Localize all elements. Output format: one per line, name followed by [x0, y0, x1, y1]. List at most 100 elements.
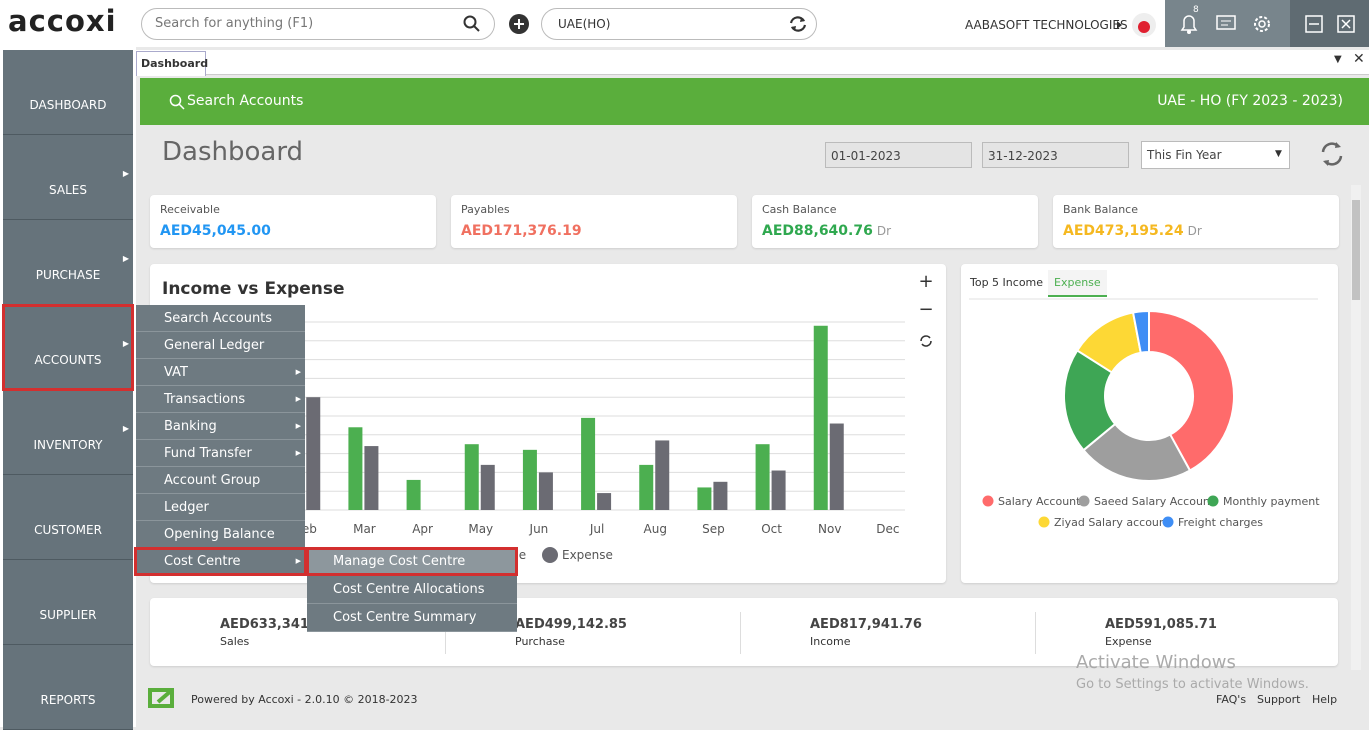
search-icon[interactable] — [463, 15, 481, 33]
banner — [140, 78, 1369, 125]
menu-item[interactable]: Banking ▶ — [136, 413, 305, 440]
highlight — [2, 304, 134, 391]
to-date[interactable]: 31-12-2023 — [982, 142, 1129, 168]
tab-close[interactable]: ✕ — [1353, 51, 1365, 67]
card-label: Cash Balance — [762, 203, 837, 216]
arrow: ▶ — [295, 368, 301, 376]
arrow: ▶ — [122, 339, 129, 348]
add-button[interactable] — [508, 13, 530, 35]
menu-item[interactable]: Fund Transfer ▶ — [136, 440, 305, 467]
summary-label: Sales — [220, 635, 250, 648]
sidebar-item[interactable]: SALES ▶ — [3, 135, 133, 220]
x-tick-label: Dec — [876, 522, 899, 536]
legend-marker — [1162, 516, 1174, 528]
menu-item[interactable]: Transactions ▶ — [136, 386, 305, 413]
submenu-item[interactable]: Cost Centre Summary — [307, 604, 517, 632]
x-tick-label: Nov — [818, 522, 841, 536]
chart-title: Income vs Expense — [162, 279, 345, 299]
menu-item[interactable]: General Ledger — [136, 332, 305, 359]
summary-label: Purchase — [515, 635, 565, 648]
bar — [829, 423, 844, 510]
summary-amount: AED591,085.71 — [1105, 617, 1217, 632]
watermark-sub: Go to Settings to activate Windows. — [1076, 677, 1309, 692]
card — [752, 195, 1038, 248]
sidebar-item[interactable]: REPORTS — [3, 645, 133, 730]
bar — [480, 464, 495, 510]
minimize[interactable] — [1305, 15, 1323, 33]
arrow: ▶ — [122, 254, 129, 263]
window-bar — [1290, 0, 1369, 47]
sidebar-item[interactable]: CUSTOMER — [3, 475, 133, 560]
x-tick-label: Sep — [702, 522, 725, 536]
menu-item[interactable]: Search Accounts — [136, 305, 305, 332]
footer-link[interactable]: Help — [1312, 693, 1338, 706]
watermark-title: Activate Windows — [1076, 652, 1236, 673]
sidebar-item[interactable]: ACCOUNTS ▶ — [3, 305, 133, 390]
search-box[interactable] — [141, 8, 495, 40]
menu-item[interactable]: Account Group — [136, 467, 305, 494]
arrow: ▶ — [295, 422, 301, 430]
close[interactable] — [1337, 15, 1355, 33]
period-select[interactable]: This Fin Year — [1141, 141, 1290, 169]
card-label: Payables — [461, 203, 510, 216]
sidebar-item[interactable]: SUPPLIER — [3, 560, 133, 645]
footer-link[interactable]: Support — [1257, 693, 1301, 706]
submenu-item[interactable]: Cost Centre Allocations — [307, 576, 517, 604]
menu-item[interactable]: Ledger — [136, 494, 305, 521]
x-tick-label: Jul — [589, 522, 604, 536]
arrow: ▶ — [122, 169, 129, 178]
banner-search-icon[interactable] — [169, 94, 185, 110]
sidebar-item[interactable]: INVENTORY ▶ — [3, 390, 133, 475]
zoom-out[interactable]: − — [918, 299, 934, 320]
sidebar-item[interactable]: DASHBOARD — [3, 50, 133, 135]
card — [150, 195, 436, 248]
scrollbar[interactable] — [1351, 185, 1361, 670]
bar — [581, 417, 596, 510]
chart-tab[interactable]: Expense — [1048, 270, 1107, 297]
bar — [348, 427, 363, 510]
notification-count: 8 — [1193, 5, 1199, 15]
arrow: ▶ — [122, 424, 129, 433]
bar — [538, 472, 553, 510]
legend-label: Freight charges — [1178, 516, 1263, 529]
branch-box[interactable] — [541, 8, 817, 40]
company[interactable]: AABASOFT TECHNOLOGIES — [965, 18, 1128, 32]
tab[interactable]: Dashboard — [136, 51, 208, 76]
bar — [697, 487, 712, 510]
refresh[interactable] — [1318, 139, 1346, 169]
scroll-thumb[interactable] — [1352, 200, 1360, 300]
message-icon[interactable] — [1215, 14, 1237, 34]
divider — [740, 612, 741, 654]
zoom-in[interactable]: + — [918, 271, 934, 292]
avatar[interactable] — [1131, 12, 1157, 38]
card-amount: AED171,376.19 — [461, 223, 582, 239]
arrow: ▶ — [295, 449, 301, 457]
summary-amount: AED633,341.7 — [220, 617, 323, 632]
summary-label: Income — [810, 635, 851, 648]
legend-label: Saeed Salary Account — [1094, 495, 1215, 508]
caret — [1117, 21, 1122, 29]
from-date[interactable]: 01-01-2023 — [825, 142, 972, 168]
settings-icon[interactable] — [1251, 13, 1273, 35]
menu-item[interactable]: Opening Balance — [136, 521, 305, 548]
tab-menu[interactable]: ▼ — [1334, 54, 1342, 65]
card — [1053, 195, 1339, 248]
arrow: ▶ — [295, 395, 301, 403]
logo[interactable]: accoxi — [8, 4, 117, 38]
chart-tab[interactable]: Top 5 Income — [970, 276, 1044, 289]
sidebar-label: INVENTORY — [33, 438, 103, 452]
sidebar-label: REPORTS — [40, 693, 96, 707]
reset-zoom[interactable] — [919, 334, 933, 348]
bell-icon[interactable] — [1178, 12, 1200, 36]
bar — [406, 479, 421, 510]
footer-link[interactable]: FAQ's — [1216, 693, 1247, 706]
suffix: Dr — [876, 224, 892, 238]
card-amount: AED88,640.76 Dr — [762, 223, 891, 239]
suffix: Dr — [1187, 224, 1202, 238]
legend-marker — [1038, 516, 1050, 528]
legend-label: Ziyad Salary account — [1054, 516, 1171, 529]
switch-icon[interactable] — [788, 15, 808, 33]
banner-search[interactable]: Search Accounts — [187, 93, 304, 109]
menu-item[interactable]: VAT ▶ — [136, 359, 305, 386]
